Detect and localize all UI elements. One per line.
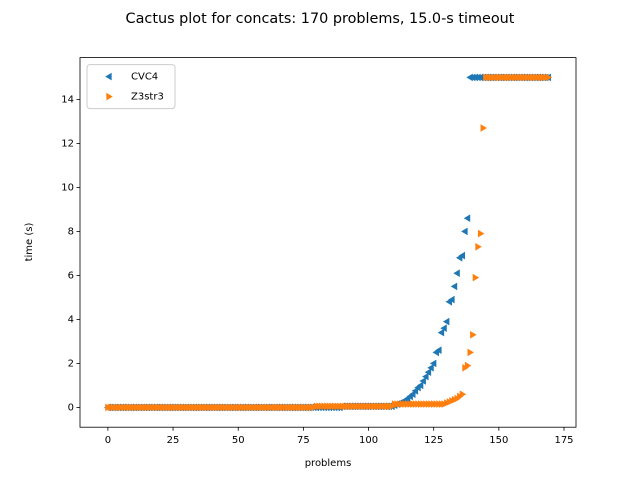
point bbox=[472, 273, 480, 282]
point bbox=[427, 364, 434, 372]
point bbox=[437, 328, 445, 337]
x-axis-label: problems bbox=[305, 458, 352, 469]
x-tick-label: 25 bbox=[167, 435, 180, 446]
point bbox=[453, 269, 460, 277]
point bbox=[477, 229, 485, 238]
point bbox=[463, 214, 471, 222]
point bbox=[458, 251, 466, 260]
y-axis-label: time (s) bbox=[24, 223, 35, 262]
x-tick-label: 75 bbox=[297, 435, 310, 446]
y-tick-label: 6 bbox=[68, 270, 74, 281]
point bbox=[416, 381, 424, 390]
point bbox=[467, 348, 474, 357]
point bbox=[442, 317, 450, 326]
y-tick-label: 10 bbox=[61, 182, 74, 193]
point bbox=[475, 243, 482, 251]
y-tick-label: 2 bbox=[68, 358, 74, 369]
chart-title: Cactus plot for concats: 170 problems, 1… bbox=[126, 11, 515, 27]
legend-label: Z3str3 bbox=[131, 92, 164, 103]
point bbox=[464, 361, 472, 370]
point bbox=[419, 377, 426, 385]
y-tick-label: 0 bbox=[68, 402, 74, 413]
point bbox=[459, 390, 467, 398]
y-tick-label: 12 bbox=[61, 138, 74, 149]
plot-frame bbox=[79, 57, 577, 428]
point bbox=[429, 359, 437, 368]
x-tick-label: 100 bbox=[359, 435, 378, 446]
legend-marker bbox=[105, 72, 112, 81]
x-tick-label: 125 bbox=[424, 435, 443, 446]
point bbox=[470, 331, 477, 339]
point bbox=[435, 346, 442, 354]
x-tick-label: 0 bbox=[105, 435, 111, 446]
point bbox=[440, 324, 447, 332]
point bbox=[424, 368, 432, 376]
point bbox=[461, 227, 468, 236]
point bbox=[480, 124, 488, 132]
point bbox=[422, 372, 429, 381]
legend-marker bbox=[106, 92, 113, 101]
y-tick-label: 14 bbox=[61, 94, 74, 105]
y-tick-label: 4 bbox=[68, 314, 74, 325]
point bbox=[409, 390, 416, 398]
point bbox=[448, 295, 455, 304]
point bbox=[450, 282, 458, 291]
y-tick-label: 8 bbox=[68, 226, 74, 237]
x-tick-label: 150 bbox=[489, 435, 508, 446]
point bbox=[411, 387, 419, 395]
point bbox=[545, 73, 553, 82]
x-tick-label: 50 bbox=[232, 435, 245, 446]
legend-label: CVC4 bbox=[131, 72, 158, 83]
x-tick-label: 175 bbox=[554, 435, 573, 446]
